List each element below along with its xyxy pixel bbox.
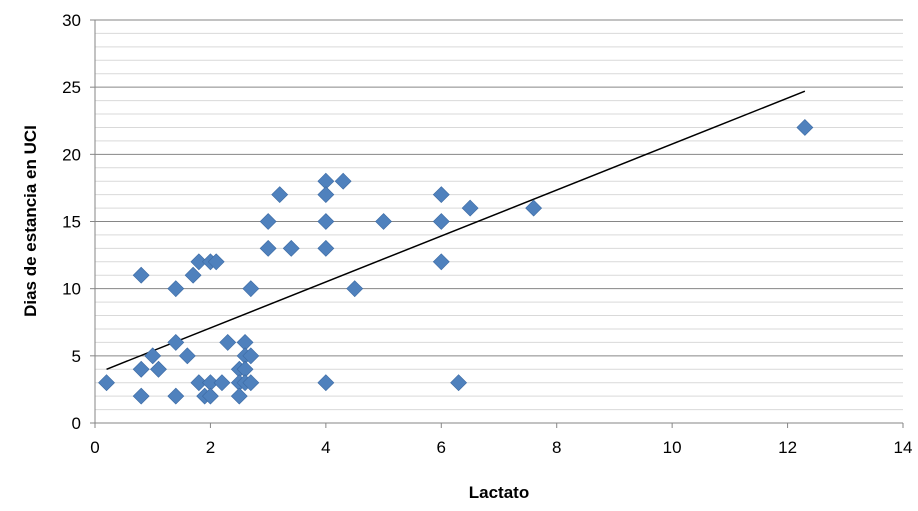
data-point (317, 374, 335, 392)
data-point (334, 172, 352, 190)
data-point (202, 387, 219, 405)
data-point (242, 374, 260, 392)
data-point (98, 374, 115, 392)
data-point (282, 239, 300, 257)
x-tick-label: 2 (206, 438, 215, 457)
data-point (525, 199, 543, 217)
data-point (219, 333, 237, 351)
tick-labels: 0 5 10 15 20 25 30 0 2 4 6 8 10 12 14 (62, 11, 912, 457)
data-point (132, 387, 150, 405)
x-tick-label: 0 (90, 438, 99, 457)
data-point (167, 280, 185, 298)
data-point (346, 280, 364, 298)
data-point (432, 186, 450, 204)
data-point (213, 374, 231, 392)
y-tick-label: 25 (62, 78, 81, 97)
data-points (98, 119, 814, 405)
data-point (167, 333, 185, 351)
data-point (317, 186, 335, 204)
x-tick-label: 10 (663, 438, 682, 457)
y-tick-label: 5 (72, 347, 81, 366)
data-point (190, 253, 208, 271)
data-point (242, 280, 260, 298)
x-tick-label: 8 (552, 438, 561, 457)
x-tick-label: 12 (778, 438, 797, 457)
data-point (259, 213, 277, 230)
y-tick-label: 20 (62, 145, 81, 164)
y-axis-title: Dias de estancia en UCI (21, 125, 40, 317)
data-point (242, 347, 260, 365)
x-tick-label: 14 (894, 438, 913, 457)
y-tick-label: 10 (62, 280, 81, 299)
trendline (106, 90, 806, 370)
data-point (150, 360, 167, 378)
data-point (132, 360, 150, 378)
data-point (432, 213, 450, 230)
y-tick-label: 15 (62, 213, 81, 232)
data-point (178, 347, 196, 365)
data-point (432, 253, 450, 271)
y-tick-label: 30 (62, 11, 81, 30)
x-tick-label: 4 (321, 438, 330, 457)
data-point (461, 199, 479, 217)
data-point (207, 253, 225, 271)
x-tick-label: 6 (437, 438, 446, 457)
data-point (375, 213, 392, 230)
gridlines (95, 19, 903, 411)
x-axis-title: Lactato (469, 483, 529, 502)
data-point (259, 239, 277, 257)
data-point (450, 374, 468, 392)
axes (90, 19, 904, 428)
data-point (144, 347, 162, 365)
trendline-layer (106, 90, 806, 370)
data-point (184, 266, 202, 284)
data-point (796, 119, 814, 136)
data-point (271, 186, 289, 204)
data-point (132, 266, 150, 284)
data-point (167, 387, 185, 405)
y-tick-label: 0 (72, 414, 81, 433)
data-point (317, 239, 335, 257)
data-point (230, 387, 248, 405)
data-point (190, 374, 208, 392)
data-point (317, 213, 335, 230)
